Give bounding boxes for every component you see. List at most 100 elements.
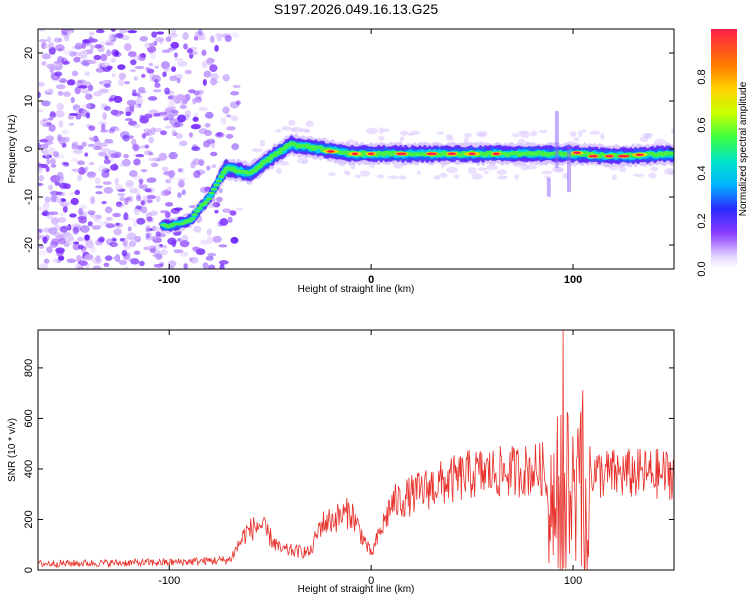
spectrogram-noise-blob xyxy=(38,182,44,187)
spectrogram-noise-blob xyxy=(222,73,230,82)
spectrogram-noise-blob xyxy=(48,117,54,121)
spectrogram-noise-blob xyxy=(100,129,108,133)
spectrogram-noise-blob xyxy=(57,216,67,223)
spectrogram-noise-blob xyxy=(125,252,132,257)
spectrogram-noise-blob xyxy=(125,196,131,201)
spectrogram-ridge-cell xyxy=(189,217,196,220)
spectrogram-noise-blob xyxy=(71,70,79,77)
spectrogram-noise-blob xyxy=(113,95,123,104)
spectrogram-noise-blob xyxy=(130,59,137,66)
spectrogram-noise-blob xyxy=(72,45,82,50)
spectrogram-halo-blob xyxy=(453,174,460,179)
spectrogram-noise-blob xyxy=(63,34,70,42)
snr-ytick-label: 800 xyxy=(23,359,35,377)
spectrogram-noise-blob xyxy=(129,103,135,112)
spectrogram-noise-blob xyxy=(232,84,241,89)
spectrogram-ridge-cell xyxy=(213,183,220,187)
spectrogram-noise-blob xyxy=(192,97,197,105)
spectrogram-noise-blob xyxy=(101,88,109,93)
spectrogram-ridge-cell xyxy=(208,191,215,195)
spectrogram-ylabel: Frequency (Hz) xyxy=(7,115,18,184)
spectrogram-ridge-peak xyxy=(367,152,375,156)
spectrogram-ridge-peak xyxy=(635,153,644,157)
spectrogram-halo-blob xyxy=(573,137,580,142)
spectrogram-noise-blob xyxy=(74,42,84,50)
spectrogram-noise-blob xyxy=(155,253,163,260)
spectrogram-noise-blob xyxy=(178,167,185,174)
spectrogram-noise-blob xyxy=(105,216,113,221)
spectrogram-noise-blob xyxy=(230,115,239,122)
spectrogram-noise-blob xyxy=(78,207,84,216)
spectrogram-noise-blob xyxy=(38,82,46,87)
spectrogram-noise-blob xyxy=(135,153,145,158)
spectrogram-noise-blob xyxy=(176,77,181,84)
spectrogram-noise-blob xyxy=(91,225,101,230)
spectrogram-noise-blob xyxy=(87,143,95,147)
spectrogram-noise-blob xyxy=(42,118,49,122)
spectrogram-halo-blob xyxy=(670,128,674,133)
spectrogram-noise-blob xyxy=(61,129,69,136)
spectrogram-noise-blob xyxy=(95,255,101,263)
colorbar-gradient xyxy=(711,29,737,269)
spectrogram-noise-blob xyxy=(192,158,201,166)
spectrogram-noise-blob xyxy=(72,243,81,251)
spectrogram-noise-blob xyxy=(103,186,114,194)
spectrogram-noise-blob xyxy=(212,201,221,208)
spectrogram-noise-blob xyxy=(113,213,121,217)
spectrogram-noise-blob xyxy=(148,157,158,162)
spectrogram-noise-blob xyxy=(76,80,84,88)
spectrogram-noise-blob xyxy=(146,216,153,222)
spectrogram-noise-blob xyxy=(50,164,57,168)
snr-ticks: -100 0 100 0 200 400 600 800 xyxy=(23,330,674,587)
spectrogram-noise-blob xyxy=(161,166,169,171)
spectrogram-noise-blob xyxy=(179,240,190,248)
spectrogram-noise-blob xyxy=(77,266,85,269)
spectrogram-noise-blob xyxy=(151,225,157,231)
spectrogram-ridge-cell xyxy=(191,213,198,216)
spectrogram-noise-blob xyxy=(177,192,182,199)
spectrogram-noise-blob xyxy=(225,114,232,118)
spectrogram-noise-blob xyxy=(58,78,67,84)
spectrogram-halo-blob xyxy=(366,127,379,135)
spectrogram-halo-blob xyxy=(496,169,508,175)
spectrogram-noise-blob xyxy=(110,58,116,63)
spectrogram-noise-blob xyxy=(103,262,110,268)
spectrogram-noise-blob xyxy=(214,132,225,138)
spectrogram-noise-blob xyxy=(162,71,167,78)
spectrogram-noise-blob xyxy=(38,233,42,240)
spectrogram-noise-blob xyxy=(224,35,232,42)
spectrogram-noise-blob xyxy=(225,133,234,139)
spectrogram-noise-blob xyxy=(94,44,103,49)
spectrogram-halo-blob xyxy=(378,135,385,141)
spectrogram-noise-blob xyxy=(197,29,203,36)
spectrogram-noise-blob xyxy=(117,192,126,197)
spectrogram-noise-blob xyxy=(86,171,97,179)
snr-xlabel: Height of straight line (km) xyxy=(298,584,415,595)
spectrogram-noise-blob xyxy=(171,109,179,117)
spectrogram-noise-blob xyxy=(108,128,115,134)
spectrogram-noise-blob xyxy=(43,258,50,264)
spectrogram-noise-blob xyxy=(58,140,66,145)
spectrogram-noise-blob xyxy=(148,136,155,144)
spectrogram-ridge-peak xyxy=(447,152,457,156)
spectrogram-noise-blob xyxy=(93,145,103,151)
spectrogram-noise-blob xyxy=(207,252,217,257)
spectrogram-noise-blob xyxy=(132,222,137,227)
spectrogram-noise-blob xyxy=(63,183,71,190)
spectrogram-noise-blob xyxy=(155,231,161,237)
spectrogram-noise-blob xyxy=(192,246,200,252)
spectrogram-noise-blob xyxy=(202,262,209,269)
spectrogram-noise-blob xyxy=(124,236,129,243)
spectrogram-ridge-cell xyxy=(276,150,283,155)
spectrogram-noise-blob xyxy=(38,139,49,143)
spectrogram-noise-blob xyxy=(88,84,94,92)
spectrogram-ridge-peak xyxy=(351,152,359,156)
spectrogram-noise-blob xyxy=(214,209,219,214)
spectrogram-noise-blob xyxy=(55,197,62,204)
spectrogram-noise-blob xyxy=(43,227,51,233)
spectrogram-halo-blob xyxy=(664,168,674,175)
spectrogram-noise-blob xyxy=(95,239,103,246)
spectrogram-noise-blob xyxy=(56,56,64,63)
spectrogram-ridge-cell xyxy=(210,188,218,191)
spectrogram-noise-blob xyxy=(148,62,154,67)
